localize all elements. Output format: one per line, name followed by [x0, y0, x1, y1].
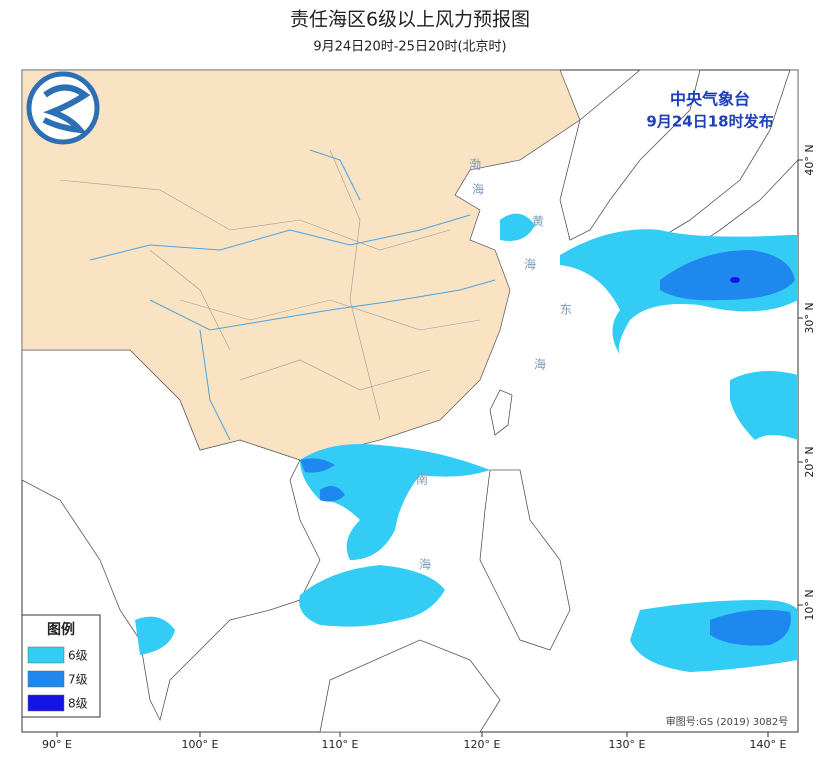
wind-6-gulf [135, 616, 175, 655]
lat-label: 40° N [803, 144, 816, 175]
lon-label: 130° E [609, 738, 646, 751]
legend-swatch [27, 646, 65, 664]
title: 责任海区6级以上风力预报图 [290, 9, 530, 31]
wind-6-east [500, 213, 798, 355]
china [21, 69, 581, 461]
sea-label: 海 [472, 182, 484, 197]
logo [26, 71, 100, 145]
wind-areas [135, 213, 798, 672]
wind-6-scs-south [299, 565, 445, 627]
sea-label: 黄 [532, 215, 544, 229]
lon-label: 140° E [750, 738, 787, 751]
wind-6-scs-north [300, 444, 490, 560]
sea-label: 东 [560, 303, 572, 317]
lat-label: 10° N [803, 589, 816, 620]
sea-label: 南 [416, 472, 428, 487]
wind-7-east [660, 250, 795, 301]
lon-label: 120° E [464, 738, 501, 751]
legend-label: 7级 [68, 673, 88, 687]
wind-7-southeast [710, 609, 791, 646]
lon-label: 100° E [182, 738, 219, 751]
korea [559, 69, 701, 241]
lon-label: 90° E [42, 738, 72, 751]
land [21, 69, 799, 733]
rivers [89, 149, 496, 441]
legend-swatch [27, 694, 65, 712]
legend-label: 6级 [68, 649, 88, 663]
approval-number: 审图号:GS (2019) 3082号 [666, 715, 789, 728]
sea-label: 海 [524, 257, 536, 272]
wind-6-pacific [730, 371, 798, 440]
borneo [319, 639, 501, 733]
philippines [479, 469, 571, 651]
taiwan [489, 389, 513, 436]
legend-swatch [27, 670, 65, 688]
wind-7-scs [300, 458, 345, 502]
sea-label: 海 [419, 557, 431, 572]
lat-label: 30° N [803, 302, 816, 333]
legend-title: 图例 [47, 621, 75, 638]
province-borders [59, 149, 481, 421]
wind-8-east [730, 277, 740, 283]
legend-label: 8级 [68, 697, 88, 711]
lat-label: 20° N [803, 446, 816, 477]
sea-label: 海 [534, 357, 546, 372]
lon-label: 110° E [322, 738, 359, 751]
issuer-name: 中央气象台 [670, 90, 750, 109]
sea-label: 渤 [469, 158, 481, 172]
issue-time: 9月24日18时发布 [646, 113, 773, 131]
subtitle: 9月24日20时-25日20时(北京时) [313, 40, 506, 55]
